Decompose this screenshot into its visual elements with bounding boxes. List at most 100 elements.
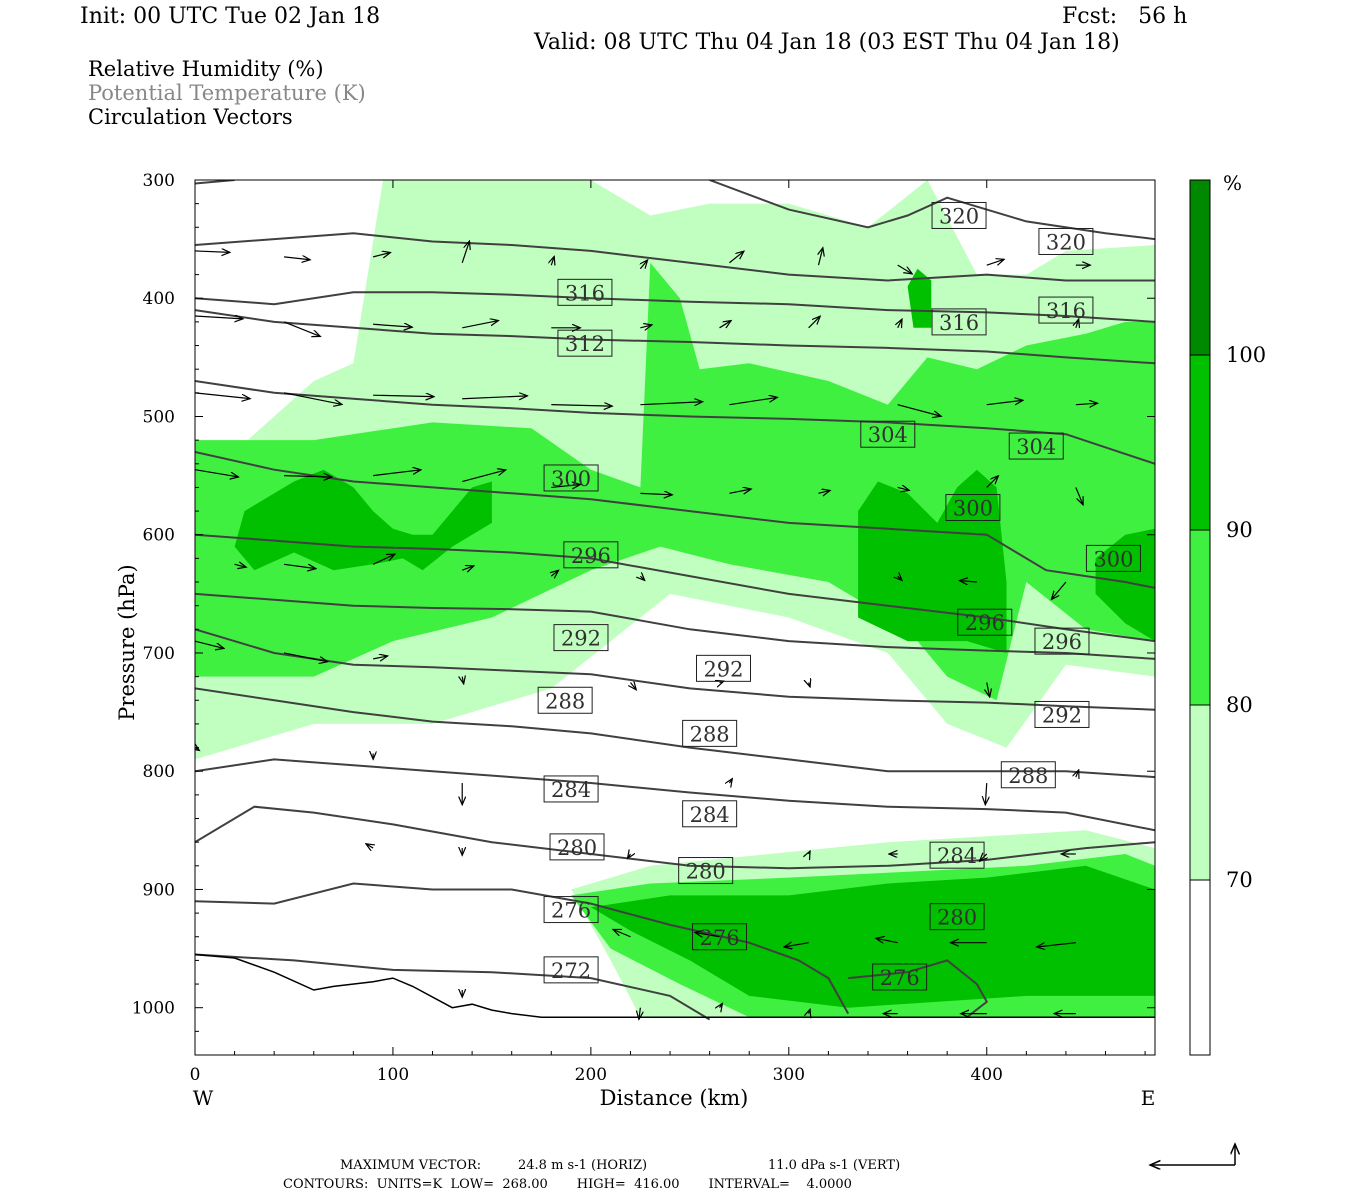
wind-vector-65 xyxy=(366,844,373,848)
wind-vector-17 xyxy=(719,321,732,328)
contour-label-box-17 xyxy=(537,686,593,714)
theta-contour-276-2 xyxy=(848,959,989,1018)
colorbar-label-80: 80 xyxy=(1226,693,1253,717)
contour-label-box-19 xyxy=(1000,761,1056,789)
plot-area: 320 320 316 316 316 312 304 304 300 300 300 296 296 2… xyxy=(195,180,1155,1055)
contour-label-24: 280 xyxy=(686,860,726,884)
contour-label-box-5 xyxy=(557,329,613,357)
y-tick-label-900: 900 xyxy=(143,880,175,900)
contour-label-box-1 xyxy=(1038,227,1094,255)
wind-vector-1 xyxy=(284,257,310,260)
wind-vector-2 xyxy=(372,253,390,257)
contour-label-box-13 xyxy=(1034,627,1090,655)
wind-vector-45 xyxy=(462,566,474,570)
wind-vector-63 xyxy=(985,783,986,805)
wind-vector-7 xyxy=(819,248,823,266)
contour-label-box-15 xyxy=(695,654,751,682)
wind-vector-40 xyxy=(986,476,999,488)
wind-vector-77 xyxy=(1037,943,1076,947)
legend-line-vectors: Circulation Vectors xyxy=(88,105,293,129)
valid-time: Valid: 08 UTC Thu 04 Jan 18 (03 EST Thu … xyxy=(534,30,1120,55)
wind-vector-6 xyxy=(729,251,744,264)
wind-vector-5 xyxy=(640,260,647,270)
contour-label-box-21 xyxy=(682,800,738,828)
contour-label-box-26 xyxy=(543,896,599,924)
colorbar-segment-1 xyxy=(1189,704,1211,881)
colorbar-label-90: 90 xyxy=(1226,518,1253,542)
contour-label-box-6 xyxy=(860,420,916,448)
contour-label-box-3 xyxy=(931,308,987,336)
theta-contour-308-10 xyxy=(195,380,1155,465)
contour-label-box-2 xyxy=(557,278,613,306)
contour-label-box-18 xyxy=(682,719,738,747)
y-tick-label-300: 300 xyxy=(143,171,175,191)
contour-label-11: 296 xyxy=(571,544,611,568)
contour-label-16: 292 xyxy=(1042,703,1082,727)
theta-contour-292-6 xyxy=(195,628,1155,711)
y-tick-label-600: 600 xyxy=(143,526,175,546)
x-tick-label-400: 400 xyxy=(971,1065,1003,1085)
x-end-label-east: E xyxy=(1141,1086,1156,1110)
contour-label-box-9 xyxy=(945,494,1001,522)
theta-contour-300-8 xyxy=(195,533,1155,643)
wind-vector-31 xyxy=(195,469,239,477)
y-tick-label-800: 800 xyxy=(143,762,175,782)
wind-vector-28 xyxy=(897,404,942,417)
wind-vector-48 xyxy=(898,576,902,580)
forecast-hour: Fcst: 56 h xyxy=(1062,4,1188,29)
wind-vector-50 xyxy=(1051,581,1067,599)
x-tick-label-100: 100 xyxy=(377,1065,409,1085)
contour-label-19: 288 xyxy=(1008,764,1048,788)
wind-vector-22 xyxy=(283,392,342,405)
contour-label-box-7 xyxy=(1008,432,1064,460)
contour-label-box-25 xyxy=(929,903,985,931)
colorbar-segment-0 xyxy=(1189,879,1211,1056)
wind-vector-18 xyxy=(808,316,821,329)
theta-contour-272-0 xyxy=(195,953,711,1021)
wind-vector-14 xyxy=(462,321,498,329)
init-time: Init: 00 UTC Tue 02 Jan 18 xyxy=(80,4,381,29)
wind-vector-8 xyxy=(897,264,913,274)
theta-contour-312-11 xyxy=(195,309,1155,365)
wind-vector-24 xyxy=(462,396,527,399)
theta-contour-324-14 xyxy=(195,180,235,185)
contour-label-1: 320 xyxy=(1046,230,1086,254)
contour-label-box-11 xyxy=(563,541,619,569)
legend-line-theta: Potential Temperature (K) xyxy=(88,81,366,105)
contour-info: CONTOURS: UNITS=K LOW= 268.00 HIGH= 416.… xyxy=(283,1177,852,1192)
wind-vector-44 xyxy=(372,554,395,565)
contour-label-25: 280 xyxy=(937,906,977,930)
wind-vector-79 xyxy=(639,1007,640,1020)
terrain-line xyxy=(195,953,1155,1018)
wind-vector-52 xyxy=(283,652,328,662)
contour-label-box-20 xyxy=(543,775,599,803)
contour-label-box-14 xyxy=(553,624,609,652)
contour-label-5: 312 xyxy=(565,332,605,356)
max-vector-horiz: 24.8 m s-1 (HORIZ) xyxy=(518,1158,648,1173)
legend-line-rh: Relative Humidity (%) xyxy=(88,57,324,81)
contour-label-box-28 xyxy=(872,963,928,991)
theta-contour-284-4 xyxy=(195,758,1155,832)
contour-label-22: 284 xyxy=(937,844,977,868)
colorbar-segment-4 xyxy=(1189,179,1211,356)
contour-label-13: 296 xyxy=(1042,630,1082,654)
wind-vector-0 xyxy=(195,251,230,252)
contour-label-8: 300 xyxy=(551,467,591,491)
wind-vector-57 xyxy=(809,683,810,687)
theta-contour-324-15 xyxy=(709,180,1155,241)
contour-label-14: 292 xyxy=(561,627,601,651)
wind-vector-35 xyxy=(551,485,580,488)
y-axis-label: Pressure (hPa) xyxy=(115,564,139,720)
wind-vector-33 xyxy=(373,470,421,477)
wind-vector-25 xyxy=(551,405,612,406)
contour-label-box-12 xyxy=(957,608,1013,636)
contour-label-box-8 xyxy=(543,464,599,492)
colorbar-unit: % xyxy=(1223,171,1242,195)
colorbar-segment-3 xyxy=(1189,354,1211,531)
wind-vector-37 xyxy=(729,489,751,493)
contour-label-box-23 xyxy=(549,833,605,861)
wind-vector-19 xyxy=(898,319,902,328)
wind-vector-34 xyxy=(462,470,506,483)
contour-label-12: 296 xyxy=(965,611,1005,635)
